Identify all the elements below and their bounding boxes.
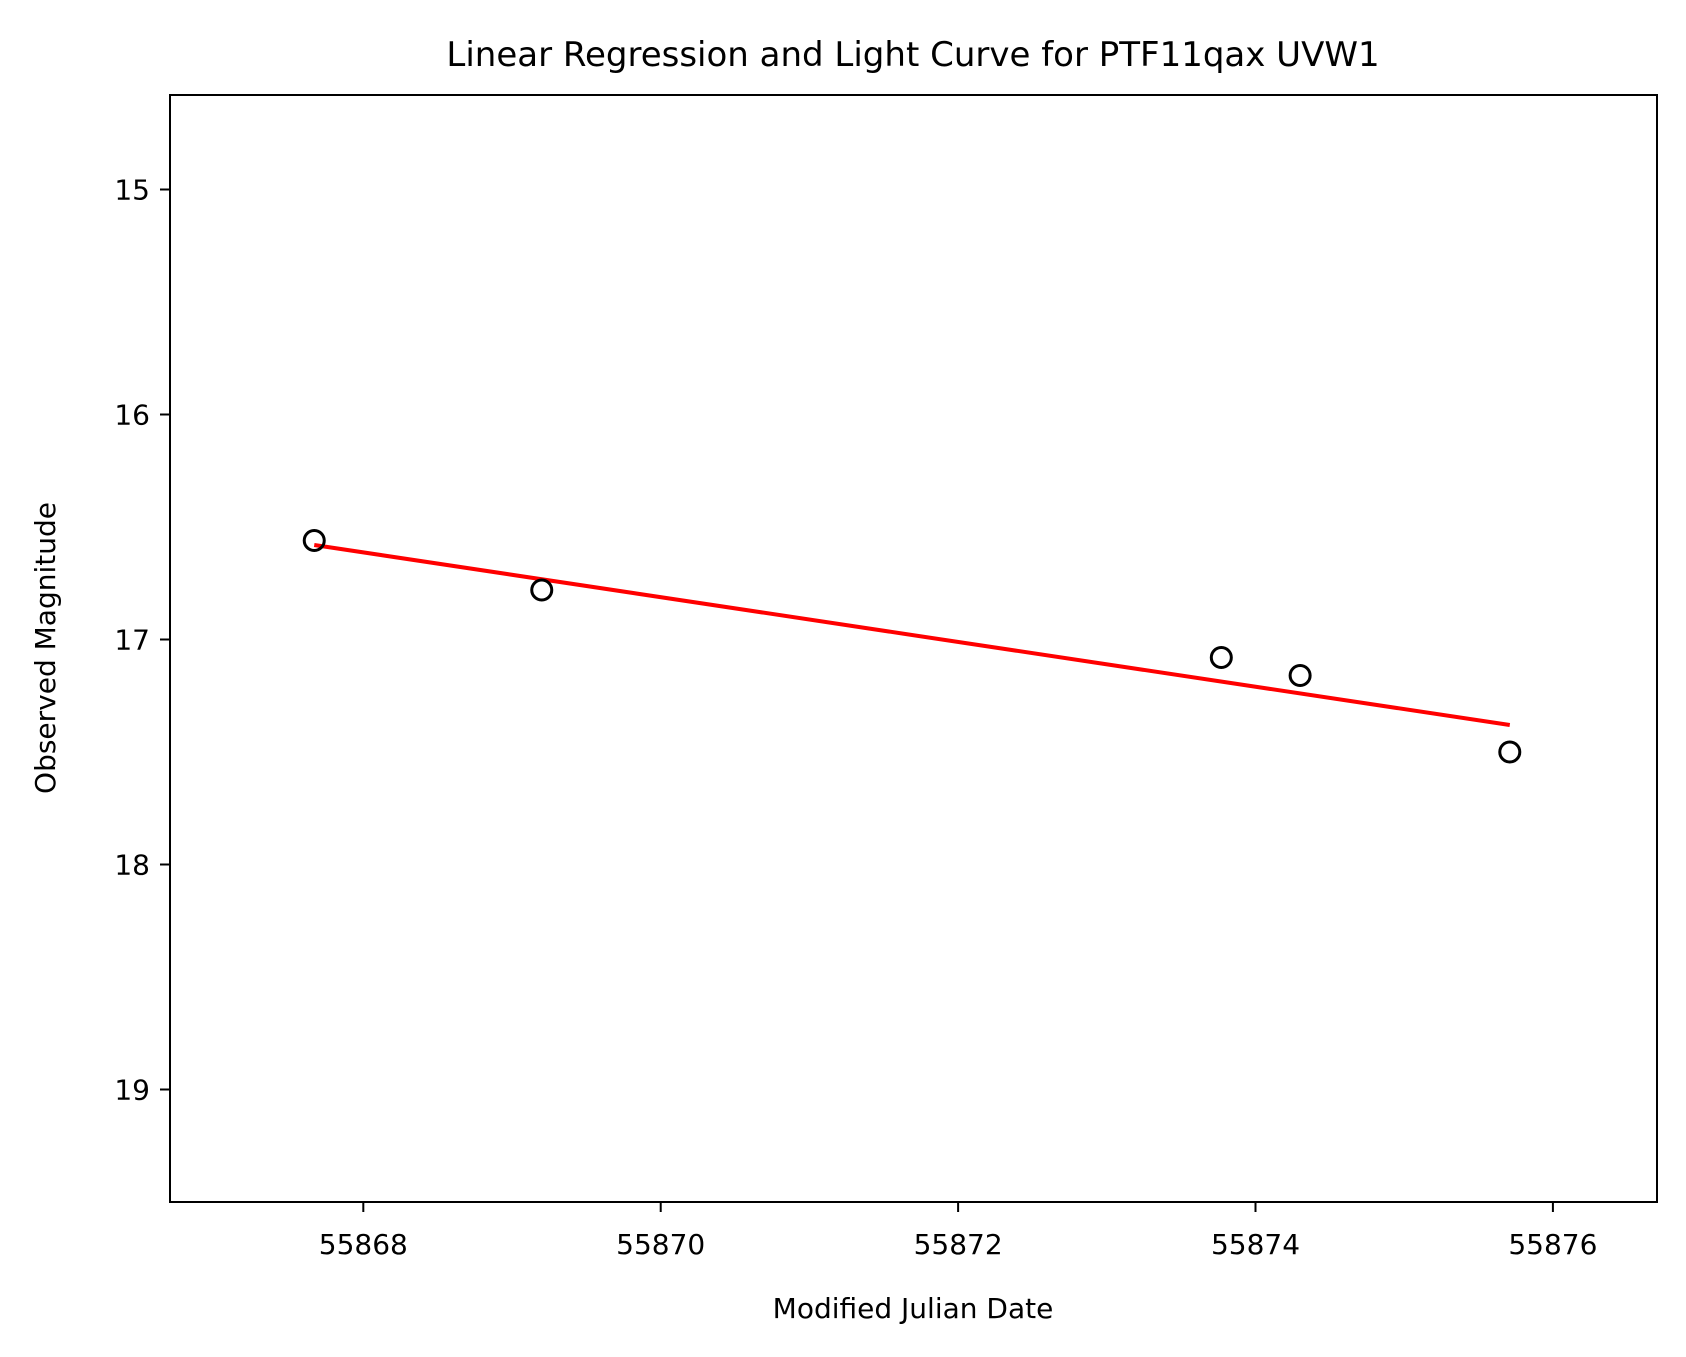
x-tick-label: 55876 bbox=[1508, 1228, 1597, 1261]
data-point bbox=[1288, 664, 1312, 687]
x-tick-label: 55874 bbox=[1211, 1228, 1300, 1261]
y-tick-label: 17 bbox=[114, 624, 150, 657]
plot-frame bbox=[169, 94, 1658, 1203]
x-axis: 55868 55870 55872 55874 55876 bbox=[319, 1202, 1597, 1261]
y-tick-label: 18 bbox=[114, 849, 150, 882]
data-point bbox=[302, 529, 326, 552]
regression-line bbox=[313, 543, 1511, 727]
data-point bbox=[1498, 740, 1522, 764]
y-tick-label: 19 bbox=[114, 1074, 150, 1107]
chart-title: Linear Regression and Light Curve for PT… bbox=[446, 35, 1379, 75]
y-axis: 15 16 17 18 19 bbox=[114, 174, 170, 1107]
y-tick-label: 15 bbox=[114, 174, 150, 207]
plot-area bbox=[302, 529, 1522, 764]
x-axis-label: Modified Julian Date bbox=[773, 1292, 1054, 1325]
data-point bbox=[1209, 646, 1233, 669]
y-axis-label: Observed Magnitude bbox=[29, 502, 62, 794]
data-point bbox=[530, 578, 554, 602]
x-tick-label: 55870 bbox=[616, 1228, 705, 1261]
x-tick-label: 55868 bbox=[319, 1228, 408, 1261]
y-tick-label: 16 bbox=[114, 399, 150, 432]
x-tick-label: 55872 bbox=[914, 1228, 1003, 1261]
